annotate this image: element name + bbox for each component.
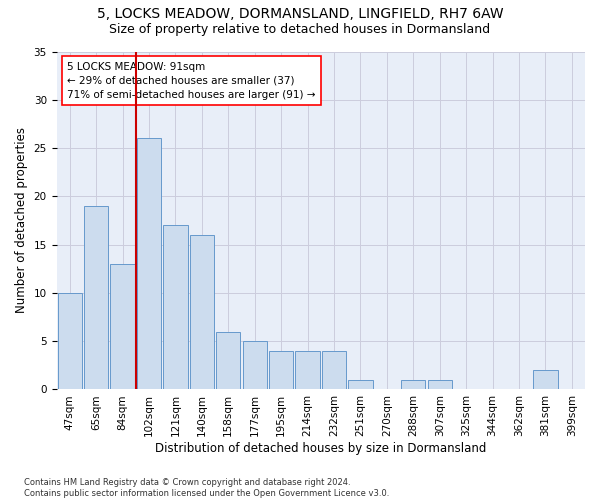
Bar — [163, 226, 188, 390]
Text: 5, LOCKS MEADOW, DORMANSLAND, LINGFIELD, RH7 6AW: 5, LOCKS MEADOW, DORMANSLAND, LINGFIELD,… — [97, 8, 503, 22]
Bar — [428, 380, 452, 390]
Bar — [110, 264, 135, 390]
Text: 5 LOCKS MEADOW: 91sqm
← 29% of detached houses are smaller (37)
71% of semi-deta: 5 LOCKS MEADOW: 91sqm ← 29% of detached … — [67, 62, 316, 100]
Bar — [269, 351, 293, 390]
Bar — [242, 341, 267, 390]
Bar — [84, 206, 109, 390]
Bar — [348, 380, 373, 390]
Bar — [322, 351, 346, 390]
Bar — [401, 380, 425, 390]
Bar — [216, 332, 241, 390]
Bar — [58, 293, 82, 390]
Y-axis label: Number of detached properties: Number of detached properties — [15, 128, 28, 314]
Text: Size of property relative to detached houses in Dormansland: Size of property relative to detached ho… — [109, 22, 491, 36]
X-axis label: Distribution of detached houses by size in Dormansland: Distribution of detached houses by size … — [155, 442, 487, 455]
Bar — [295, 351, 320, 390]
Bar — [137, 138, 161, 390]
Text: Contains HM Land Registry data © Crown copyright and database right 2024.
Contai: Contains HM Land Registry data © Crown c… — [24, 478, 389, 498]
Bar — [190, 235, 214, 390]
Bar — [533, 370, 557, 390]
